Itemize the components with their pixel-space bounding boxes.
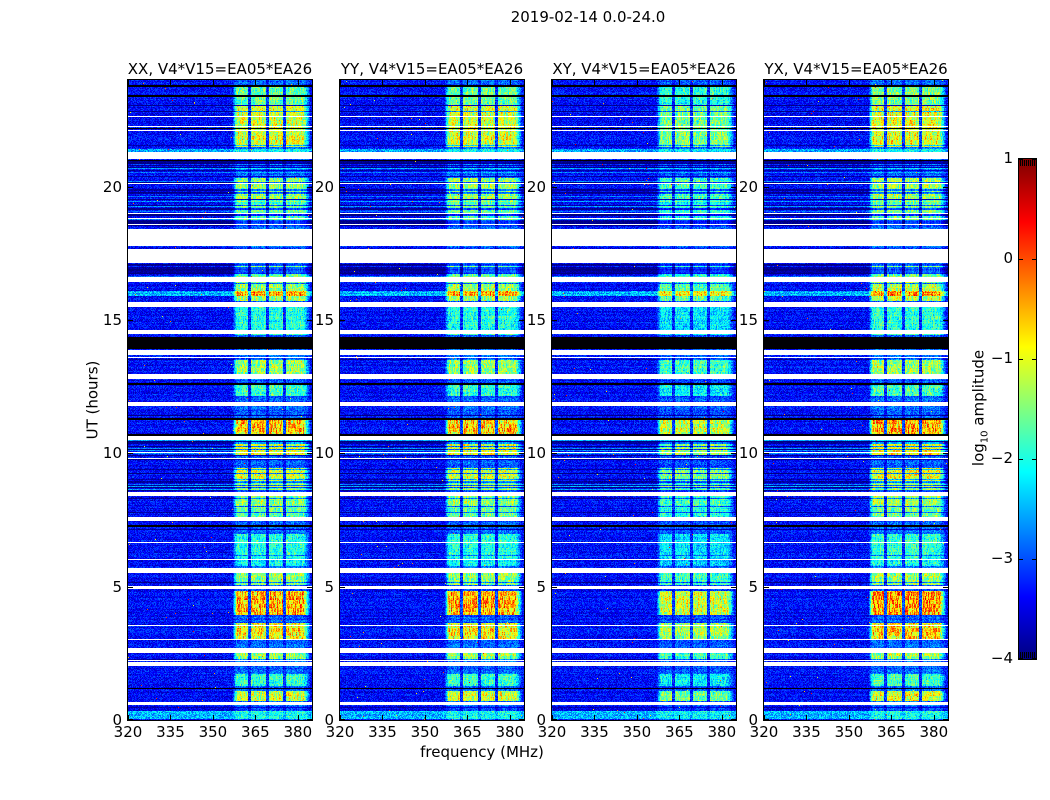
y-tick-label: 5	[112, 577, 122, 596]
y-tick-label: 5	[536, 577, 546, 596]
y-tick-label: 15	[314, 311, 334, 329]
x-tick-label: 380	[283, 723, 313, 741]
y-axis-label: UT (hours)	[83, 360, 102, 440]
x-tick-label: 335	[792, 723, 821, 741]
colorbar-label: log10 amplitude	[969, 349, 991, 467]
panel-title-xx: XX, V4*V15=EA05*EA26	[127, 60, 313, 78]
colorbar-label-suffix: amplitude	[969, 349, 988, 431]
x-tick-label: 350	[410, 723, 440, 741]
spectrogram-canvas-xx	[127, 79, 313, 721]
colorbar-tick-label: −1	[990, 349, 1013, 367]
x-tick-label: 380	[495, 723, 525, 741]
x-tick-label: 380	[707, 723, 737, 741]
x-tick-label: 320	[537, 723, 567, 741]
x-tick-label: 380	[919, 723, 949, 741]
y-tick-label: 5	[324, 577, 334, 596]
y-tick-label: 10	[738, 444, 758, 463]
panel-title-yy: YY, V4*V15=EA05*EA26	[340, 60, 524, 78]
colorbar-tick-label: 1	[1003, 149, 1013, 167]
y-tick-label: 15	[102, 311, 122, 329]
x-tick-label: 350	[834, 723, 864, 741]
y-tick-label: 10	[314, 444, 334, 463]
x-tick-label: 365	[241, 723, 270, 741]
spectrogram-canvas-xy	[551, 79, 737, 721]
x-tick-label: 365	[877, 723, 906, 741]
x-axis-label: frequency (MHz)	[420, 743, 544, 761]
x-tick-label: 350	[622, 723, 652, 741]
y-tick-label: 20	[314, 177, 334, 196]
y-tick-label: 0	[324, 711, 334, 729]
spectrogram-canvas-yy	[339, 79, 525, 721]
colorbar-tick-label: 0	[1003, 249, 1013, 267]
x-tick-label: 320	[749, 723, 779, 741]
y-tick-label: 5	[748, 577, 758, 596]
y-tick-label: 10	[102, 444, 122, 463]
colorbar-tick-label: −3	[990, 549, 1013, 567]
y-tick-label: 0	[536, 711, 546, 729]
colorbar-tick-label: −2	[990, 449, 1013, 467]
x-tick-label: 365	[665, 723, 694, 741]
y-tick-label: 20	[526, 177, 546, 196]
x-tick-label: 335	[368, 723, 397, 741]
x-tick-label: 335	[580, 723, 609, 741]
panel-title-yx: YX, V4*V15=EA05*EA26	[764, 60, 948, 78]
y-tick-label: 15	[738, 311, 758, 329]
colorbar	[1018, 158, 1037, 660]
y-tick-label: 20	[102, 177, 122, 196]
colorbar-label-sub: 10	[979, 430, 991, 444]
x-tick-label: 350	[198, 723, 228, 741]
figure-title: 2019-02-14 0.0-24.0	[510, 8, 666, 26]
x-tick-label: 320	[113, 723, 143, 741]
y-tick-label: 10	[526, 444, 546, 463]
colorbar-tick-label: −4	[990, 649, 1013, 667]
y-tick-label: 15	[526, 311, 546, 329]
spectrogram-canvas-yx	[763, 79, 949, 721]
x-tick-label: 320	[325, 723, 355, 741]
colorbar-label-prefix: log	[969, 443, 988, 467]
x-tick-label: 365	[453, 723, 482, 741]
panel-title-xy: XY, V4*V15=EA05*EA26	[552, 60, 736, 78]
y-tick-label: 0	[748, 711, 758, 729]
x-tick-label: 335	[156, 723, 185, 741]
y-tick-label: 20	[738, 177, 758, 196]
y-tick-label: 0	[112, 711, 122, 729]
